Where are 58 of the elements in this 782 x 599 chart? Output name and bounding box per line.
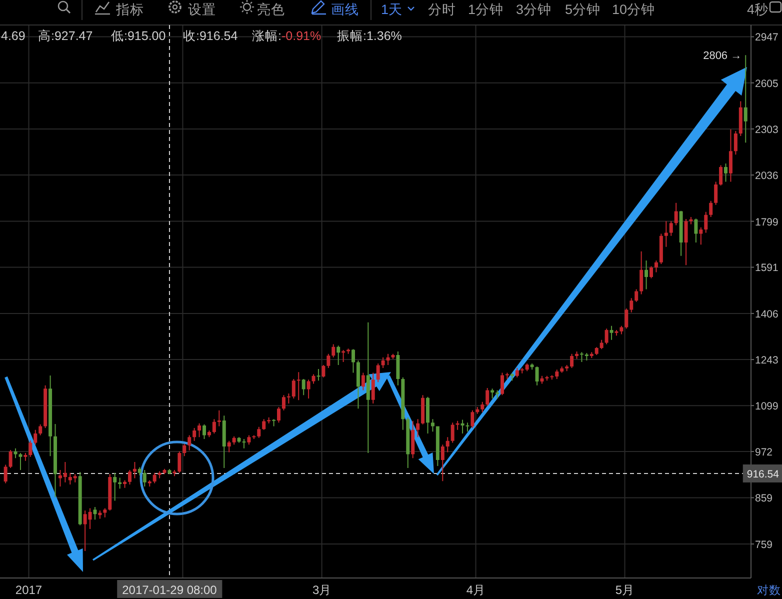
x-tick-label: 2017: [15, 583, 42, 597]
annotation: 4.69: [1, 29, 26, 43]
candlestick: [242, 439, 246, 448]
candlestick: [505, 372, 509, 379]
candlestick: [610, 326, 614, 340]
candlestick: [456, 420, 460, 430]
annotation: 收:916.54: [183, 29, 238, 43]
x-tick-label: 4月: [466, 583, 486, 597]
ref-line-label-x: 2017-01-29 08:00: [117, 580, 222, 598]
text: 画线: [331, 2, 359, 17]
annotation: 低:915.00: [111, 29, 166, 43]
candlestick: [342, 350, 346, 362]
text: 1天: [381, 2, 403, 17]
candlestick: [664, 221, 668, 247]
annotation: 涨幅:: [252, 29, 282, 43]
candlestick: [316, 368, 320, 381]
y-tick-label: 1591: [755, 262, 779, 274]
text: 10分钟: [612, 2, 656, 17]
annotation: 2806 →: [703, 50, 742, 62]
y-tick-label: 2947: [755, 32, 779, 44]
candlestick: [24, 453, 28, 461]
text: 对数: [757, 584, 781, 597]
annotation: 振幅:1.36%: [337, 29, 402, 43]
annotation: 高:927.47: [38, 28, 93, 43]
text: 1分钟: [468, 2, 504, 17]
text: 5分钟: [565, 2, 601, 17]
candlestick: [580, 352, 584, 362]
y-tick-label: 1799: [755, 216, 779, 228]
y-tick-label: 2036: [755, 170, 779, 182]
ref-line-label-y: 916.54: [742, 464, 782, 482]
text: 指标: [115, 2, 144, 17]
y-tick-label: 2303: [755, 124, 779, 136]
y-tick-label: 1406: [755, 308, 779, 320]
candlestick: [496, 390, 500, 398]
y-tick-label: 759: [755, 538, 773, 551]
text: 设置: [188, 2, 216, 17]
text: 亮色: [257, 2, 285, 17]
annotation: -0.91%: [281, 29, 322, 43]
candlestick: [217, 410, 221, 426]
candlestick: [172, 470, 176, 476]
x-tick-label: 5月: [615, 583, 634, 597]
text: 3分钟: [516, 2, 552, 17]
y-tick-label: 1243: [755, 354, 779, 367]
candlestick: [490, 388, 494, 398]
y-tick-label: 859: [755, 492, 773, 505]
ref-line-label: 916.54: [746, 468, 780, 480]
text: 分时: [428, 2, 456, 17]
y-tick-label: 2605: [755, 78, 779, 90]
candlestick: [744, 55, 748, 143]
candlestick: [296, 372, 300, 400]
candlestick: [466, 422, 470, 432]
candlestick: [272, 419, 276, 426]
y-tick-label: 972: [755, 446, 773, 458]
ref-line-label: 2017-01-29 08:00: [122, 583, 218, 597]
y-tick-label: 1099: [755, 400, 779, 413]
x-tick-label: 3月: [312, 583, 332, 597]
text: 4秒: [747, 2, 769, 17]
candlestick: [18, 453, 22, 470]
